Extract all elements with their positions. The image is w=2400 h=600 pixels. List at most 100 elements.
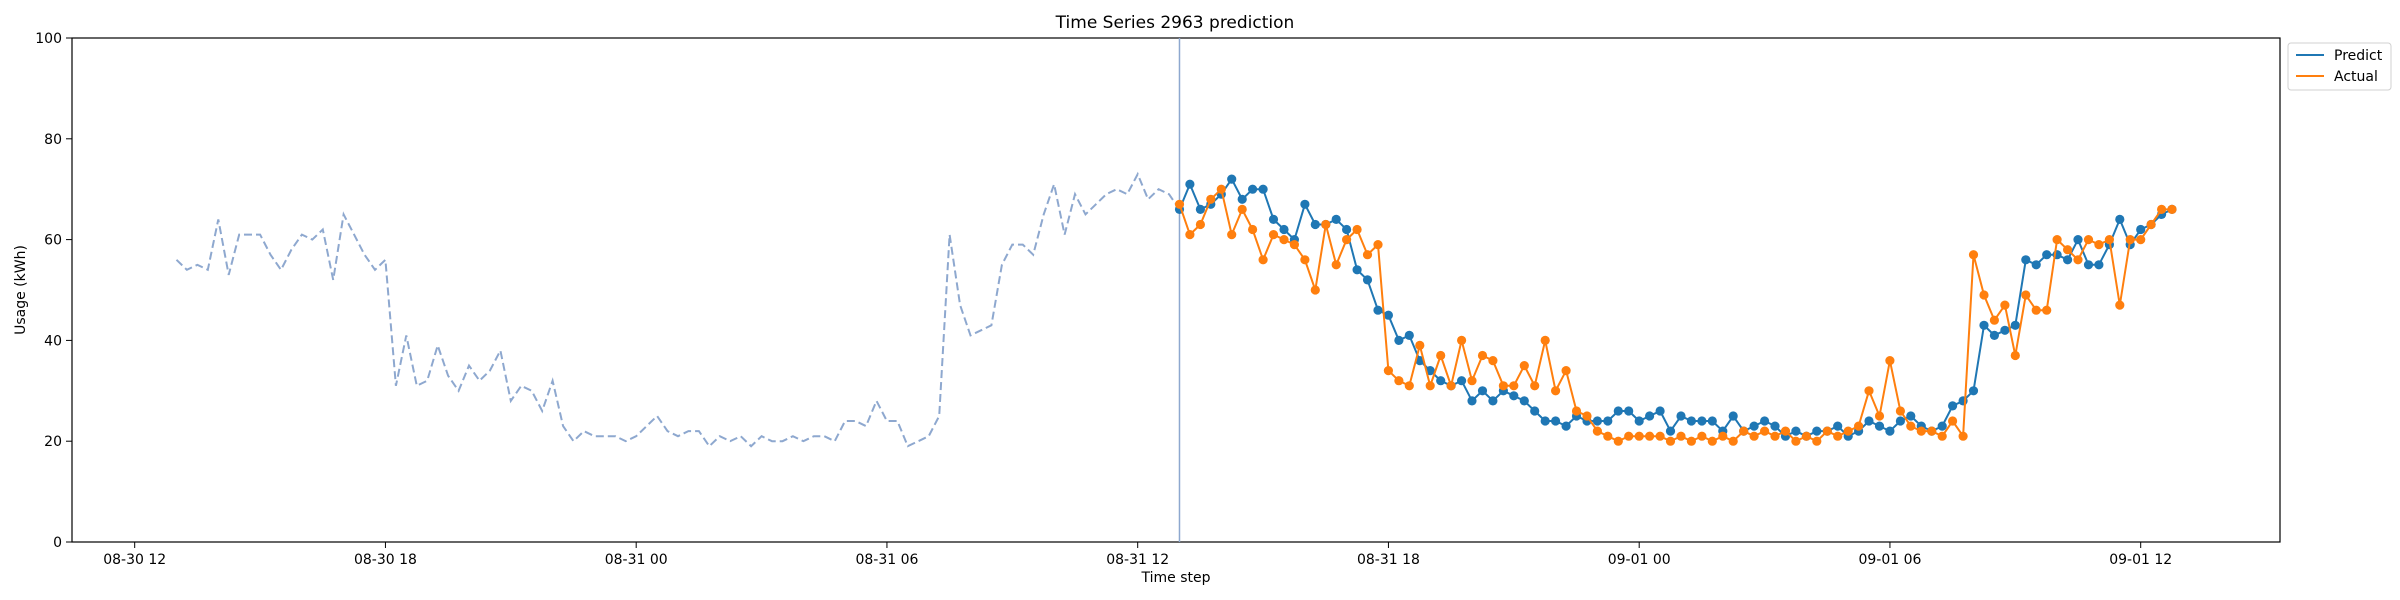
actual-point — [1613, 436, 1623, 446]
predict-point — [2115, 214, 2125, 224]
actual-point — [1373, 240, 1383, 250]
predict-point — [1352, 265, 1362, 275]
y-tick-label: 60 — [44, 233, 62, 249]
x-tick-label: 08-30 12 — [103, 552, 166, 568]
actual-point — [1989, 315, 1999, 325]
x-tick-label: 09-01 06 — [1858, 552, 1921, 568]
actual-point — [1780, 426, 1791, 436]
actual-point — [1446, 381, 1456, 391]
predict-point — [1707, 416, 1717, 426]
predict-point — [1624, 406, 1634, 416]
actual-point — [1770, 431, 1780, 441]
actual-point — [2000, 300, 2010, 310]
actual-point — [1498, 381, 1508, 391]
actual-point — [2104, 235, 2114, 245]
actual-point — [1227, 230, 1237, 240]
actual-point — [1551, 386, 1561, 396]
actual-point — [1248, 224, 1258, 235]
actual-point — [1425, 381, 1435, 391]
actual-point — [1530, 381, 1540, 391]
predict-point — [1655, 406, 1665, 416]
actual-point — [1801, 431, 1811, 441]
predict-point — [1979, 320, 1989, 330]
actual-point — [1185, 230, 1195, 240]
predict-point — [1770, 421, 1780, 431]
actual-point — [2115, 300, 2125, 310]
actual-point — [1268, 230, 1279, 240]
predict-point — [1467, 396, 1477, 406]
predict-point — [1592, 416, 1602, 426]
actual-point — [1488, 356, 1498, 366]
predict-point — [2021, 255, 2031, 265]
actual-point — [1404, 381, 1414, 391]
predict-point — [1258, 184, 1268, 194]
x-axis-title: Time step — [1141, 570, 1211, 586]
y-axis-title: Usage (kWh) — [13, 245, 29, 335]
plot-area — [71, 37, 2281, 543]
actual-point — [1739, 426, 1749, 436]
actual-point — [1592, 426, 1602, 436]
series-layer — [175, 38, 2177, 542]
actual-point — [2125, 235, 2135, 245]
actual-point — [1540, 335, 1550, 345]
predict-point — [1436, 376, 1446, 386]
actual-point — [1895, 406, 1905, 416]
y-axis: 0 20 40 60 80 100 — [35, 31, 72, 551]
actual-point — [1624, 431, 1634, 441]
predict-point — [1728, 411, 1738, 421]
legend: Predict Actual — [2287, 42, 2392, 91]
predict-point — [1373, 305, 1383, 315]
actual-point — [1519, 361, 1529, 371]
history-line — [175, 171, 1181, 448]
predict-point — [1760, 416, 1770, 426]
predict-point — [2083, 260, 2094, 270]
predict-point — [1551, 416, 1561, 426]
actual-point — [2073, 255, 2083, 265]
predict-point — [1530, 406, 1540, 416]
x-tick-label: 08-31 00 — [605, 552, 668, 568]
x-tick-label: 08-31 06 — [855, 552, 918, 568]
actual-point — [1916, 426, 1926, 436]
x-axis: 08-30 12 08-30 18 08-31 00 08-31 06 08-31 12… — [103, 542, 2172, 568]
actual-point — [1749, 431, 1759, 441]
x-tick-label: 09-01 00 — [1608, 552, 1671, 568]
predict-point — [1874, 421, 1885, 431]
predict-point — [1697, 416, 1707, 426]
actual-point — [1603, 431, 1613, 441]
actual-point — [1854, 421, 1864, 431]
actual-point — [2083, 235, 2094, 245]
predict-point — [1989, 330, 1999, 340]
actual-point — [1394, 376, 1404, 386]
predict-point — [2073, 235, 2083, 245]
predict-point — [1300, 199, 1310, 209]
predict-point — [1404, 330, 1414, 340]
actual-point — [1310, 285, 1320, 295]
predict-point — [1958, 396, 1968, 406]
predict-point — [1248, 184, 1258, 194]
actual-point — [1415, 340, 1425, 350]
y-tick-label: 0 — [53, 535, 62, 551]
actual-point — [1342, 235, 1352, 245]
actual-point — [1645, 431, 1655, 441]
predict-point — [1268, 214, 1279, 224]
actual-point — [1655, 431, 1665, 441]
actual-point — [1948, 416, 1958, 426]
predict-point — [1509, 391, 1519, 401]
plot-frame — [71, 37, 2281, 543]
y-tick-label: 100 — [35, 31, 62, 47]
actual-point — [1321, 219, 1331, 230]
actual-point — [1812, 436, 1822, 446]
predict-point — [1227, 174, 1237, 184]
actual-point — [2094, 240, 2104, 250]
actual-point — [1436, 350, 1446, 361]
actual-point — [1822, 426, 1832, 436]
actual-point — [1958, 431, 1968, 441]
predict-point — [1968, 386, 1979, 396]
actual-point — [1571, 406, 1582, 416]
actual-point — [1979, 290, 1989, 300]
predict-point — [1185, 179, 1195, 189]
actual-point — [1843, 426, 1853, 436]
predict-point — [1540, 416, 1550, 426]
predict-point — [2063, 255, 2073, 265]
